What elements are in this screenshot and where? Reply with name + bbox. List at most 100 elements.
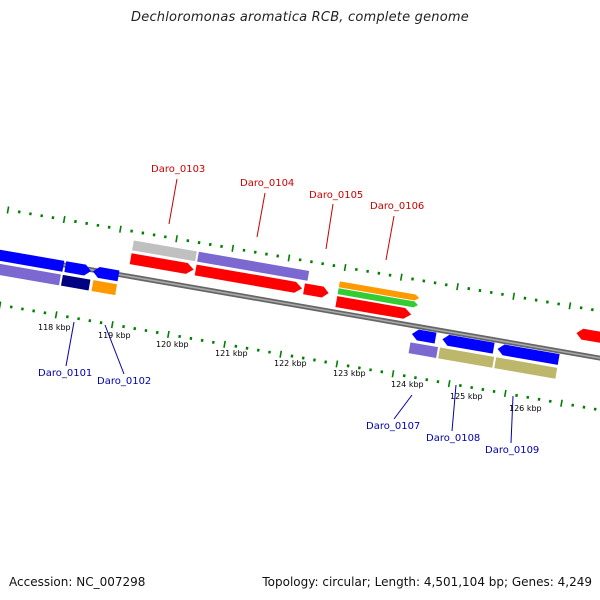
gene-arrow[interactable]: [337, 288, 419, 308]
track-major-tick: [568, 302, 572, 310]
track-dot: [444, 283, 448, 287]
track-major-tick: [223, 340, 226, 348]
gene-label-daro-0102[interactable]: Daro_0102: [97, 376, 151, 387]
track-dot: [99, 321, 103, 325]
track-dot: [29, 212, 32, 216]
scale-label: 126 kbp: [509, 404, 542, 413]
track-dot: [501, 292, 504, 296]
accession-text: Accession: NC_007298: [9, 575, 146, 589]
track-dot: [197, 240, 201, 245]
track-dot: [492, 389, 496, 394]
track-dot: [234, 344, 238, 348]
track-dot: [433, 281, 437, 285]
track-dot: [200, 338, 204, 343]
track-dot: [357, 366, 361, 370]
genome-backbone-highlight: [0, 253, 600, 359]
track-dot: [414, 376, 417, 380]
gene-arrow[interactable]: [335, 296, 412, 320]
track-major-tick: [54, 311, 58, 319]
track-dot: [65, 315, 69, 319]
track-dot: [346, 364, 350, 368]
scale-label: 120 kbp: [156, 340, 189, 349]
track-dot: [290, 354, 294, 358]
gene-label-daro-0109[interactable]: Daro_0109: [485, 445, 539, 456]
dotted-track-top: [6, 206, 594, 312]
track-dot: [369, 368, 372, 372]
gene-arrow[interactable]: [338, 281, 420, 301]
scale-label: 121 kbp: [215, 349, 248, 358]
track-major-tick: [399, 273, 403, 281]
track-dot: [163, 235, 167, 239]
gene-arrow[interactable]: [438, 347, 495, 368]
track-dot: [21, 307, 24, 311]
scale-label: 122 kbp: [274, 359, 307, 368]
track-dot: [313, 358, 316, 362]
gene-arrow[interactable]: [441, 334, 495, 354]
track-major-tick: [512, 292, 516, 300]
gene-arrow[interactable]: [132, 240, 197, 262]
track-dot: [298, 258, 302, 262]
track-dot: [481, 387, 485, 392]
gene-label-daro-0104[interactable]: Daro_0104: [240, 178, 294, 189]
gene-arrow[interactable]: [129, 253, 195, 275]
gene-arrow[interactable]: [194, 264, 303, 294]
track-dot: [310, 260, 313, 264]
track-major-tick: [110, 321, 114, 329]
track-dot: [32, 309, 36, 313]
track-dot: [478, 288, 482, 293]
track-major-tick: [0, 301, 2, 309]
gene-label-daro-0107[interactable]: Daro_0107: [366, 421, 420, 432]
gene-arrow[interactable]: [0, 263, 61, 286]
track-dot: [74, 219, 77, 224]
track-dot: [470, 385, 474, 390]
track-dot: [377, 271, 381, 275]
track-major-tick: [231, 244, 235, 252]
track-dot: [593, 407, 597, 411]
dotted-track-bottom: [0, 301, 597, 411]
track-dot: [579, 306, 583, 310]
feature-track: [0, 240, 600, 379]
track-dot: [534, 298, 538, 302]
track-dot: [144, 328, 148, 333]
gene-arrow[interactable]: [576, 328, 600, 345]
gene-label-daro-0105[interactable]: Daro_0105: [309, 190, 363, 201]
track-major-tick: [391, 370, 395, 378]
track-dot: [582, 405, 586, 409]
gene-arrow[interactable]: [497, 343, 560, 365]
gene-arrow[interactable]: [408, 342, 439, 358]
track-dot: [43, 311, 47, 315]
track-dot: [354, 267, 358, 272]
gene-arrow[interactable]: [92, 266, 120, 282]
gene-arrow[interactable]: [64, 261, 91, 276]
scale-label: 118 kbp: [38, 323, 71, 332]
gene-arrow[interactable]: [197, 251, 310, 281]
track-major-tick: [560, 399, 563, 407]
gene-label-daro-0108[interactable]: Daro_0108: [426, 433, 480, 444]
gene-arrow[interactable]: [91, 280, 118, 296]
gene-arrow[interactable]: [411, 329, 437, 344]
track-dot: [411, 277, 414, 281]
track-dot: [253, 250, 257, 254]
track-dot: [245, 346, 249, 350]
gene-arrow[interactable]: [0, 249, 65, 272]
track-dot: [256, 348, 260, 352]
scale-label: 119 kbp: [98, 331, 131, 340]
gene-label-daro-0106[interactable]: Daro_0106: [370, 201, 424, 212]
track-major-tick: [6, 206, 10, 214]
track-dot: [85, 221, 89, 226]
track-dot: [321, 262, 325, 266]
track-dot: [489, 290, 493, 295]
track-dot: [122, 324, 125, 329]
track-major-tick: [447, 380, 451, 388]
topology-text: Topology: circular; Length: 4,501,104 bp…: [262, 575, 592, 589]
gene-arrow[interactable]: [494, 357, 558, 379]
track-major-tick: [335, 360, 339, 368]
gene-label-daro-0101[interactable]: Daro_0101: [38, 368, 92, 379]
track-major-tick: [167, 330, 170, 339]
gene-arrow[interactable]: [303, 283, 330, 298]
gene-arrow[interactable]: [60, 274, 91, 291]
gene-label-daro-0103[interactable]: Daro_0103: [151, 164, 205, 175]
track-dot: [155, 330, 159, 335]
track-major-tick: [279, 350, 283, 358]
